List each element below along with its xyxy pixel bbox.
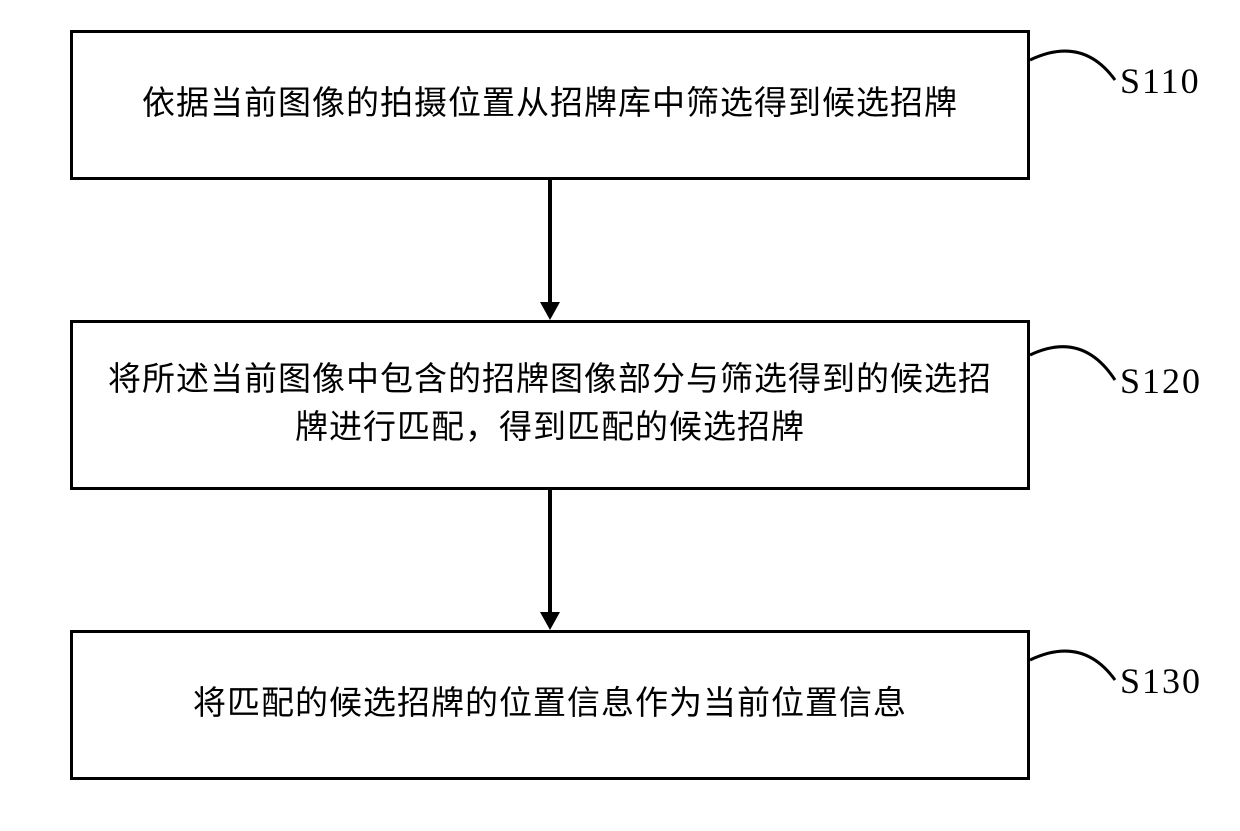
connector-arrowhead-1 <box>540 612 560 630</box>
leader-line-s130 <box>0 0 1240 831</box>
connector-arrowhead-0 <box>540 302 560 320</box>
flowchart-canvas: 依据当前图像的拍摄位置从招牌库中筛选得到候选招牌S110将所述当前图像中包含的招… <box>0 0 1240 831</box>
connector-line-0 <box>548 180 552 304</box>
connector-line-1 <box>548 490 552 614</box>
